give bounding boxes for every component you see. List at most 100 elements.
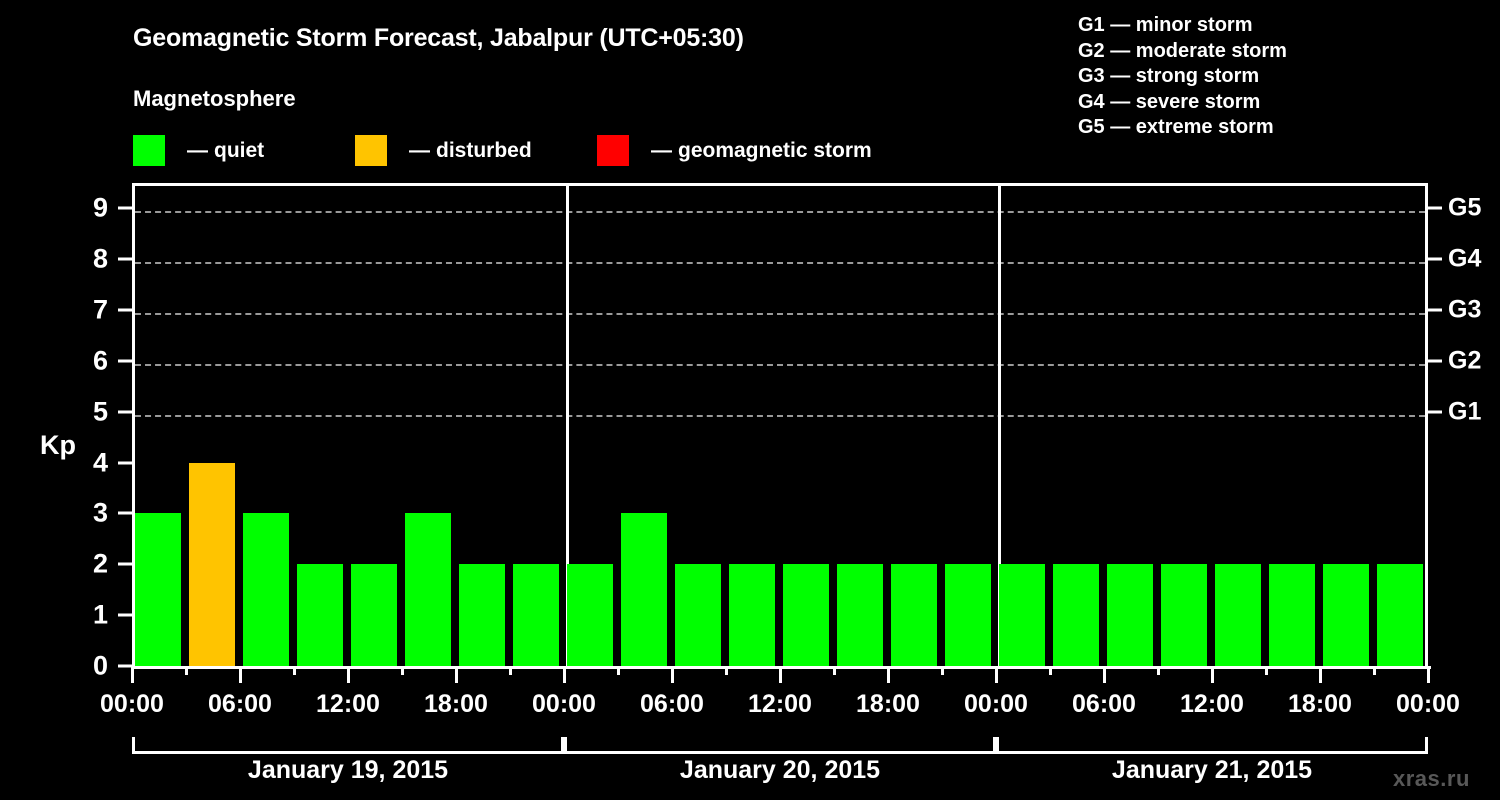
x-axis-minor-tick — [400, 666, 404, 675]
g-axis-tick-label-G3: G3 — [1448, 295, 1482, 324]
day-label: January 21, 2015 — [1111, 756, 1313, 784]
x-axis-tick — [130, 666, 134, 683]
legend-dash: — — [409, 138, 430, 162]
x-axis-tick-label: 00:00 — [532, 690, 596, 718]
storm-scale-legend: G1 — minor storm G2 — moderate storm G3 — … — [1078, 13, 1287, 141]
x-axis-tick — [454, 666, 458, 683]
x-axis-minor-tick — [508, 666, 512, 675]
y-axis-tick-mark-0 — [118, 664, 132, 668]
legend-dash: — — [187, 138, 208, 162]
x-axis-tick — [1102, 666, 1106, 683]
bar — [243, 513, 289, 666]
gridline-kp-9 — [135, 211, 1425, 214]
bar — [945, 564, 991, 666]
magnetosphere-legend-item-geomagnetic-storm: — geomagnetic storm — [597, 134, 872, 166]
x-axis-tick — [346, 666, 350, 683]
gridline-kp-7 — [135, 313, 1425, 316]
g-axis-tick-mark-G1 — [1428, 410, 1442, 414]
y-axis-tick-label-1: 1 — [92, 599, 108, 630]
x-axis-tick — [778, 666, 782, 683]
bar — [297, 564, 343, 666]
legend-label: disturbed — [436, 138, 532, 162]
plot-inner — [135, 186, 1425, 666]
magnetosphere-legend-heading: Magnetosphere — [133, 86, 296, 111]
gridline-kp-6 — [135, 363, 1425, 366]
y-axis-tick-mark-3 — [118, 511, 132, 515]
g-axis-tick-label-G2: G2 — [1448, 346, 1482, 375]
x-axis-tick — [562, 666, 566, 683]
day-bracket-3 — [996, 737, 1428, 754]
g-axis-tick-mark-G5 — [1428, 206, 1442, 210]
x-axis-tick-label: 06:00 — [208, 690, 272, 718]
x-axis-tick-label: 18:00 — [856, 690, 920, 718]
bar — [729, 564, 775, 666]
g-axis-tick-label-G1: G1 — [1448, 397, 1482, 426]
y-axis-tick-label-9: 9 — [92, 192, 108, 223]
y-axis-tick-mark-4 — [118, 461, 132, 465]
legend-swatch-geomagnetic-storm — [597, 134, 629, 166]
magnetosphere-legend-item-disturbed: — disturbed — [355, 134, 532, 166]
y-axis-tick-mark-1 — [118, 613, 132, 617]
bar — [189, 462, 235, 666]
legend-label: quiet — [214, 138, 265, 162]
bar — [1377, 564, 1423, 666]
bar — [891, 564, 937, 666]
watermark: xras.ru — [1393, 766, 1470, 791]
magnetosphere-legend-item-quiet: — quiet — [133, 134, 264, 166]
legend-dash: — — [651, 138, 672, 162]
legend-label: geomagnetic storm — [678, 138, 872, 162]
page-title: Geomagnetic Storm Forecast, Jabalpur (UT… — [133, 24, 744, 52]
day-bracket-1 — [132, 737, 564, 754]
x-axis-minor-tick — [1372, 666, 1376, 675]
x-axis-minor-tick — [184, 666, 188, 675]
bar — [837, 564, 883, 666]
x-axis-minor-tick — [1264, 666, 1268, 675]
y-axis-tick-mark-6 — [118, 359, 132, 363]
x-axis-line — [132, 666, 1431, 669]
x-axis-tick-label: 18:00 — [424, 690, 488, 718]
x-axis-minor-tick — [292, 666, 296, 675]
day-label: January 19, 2015 — [247, 756, 449, 784]
bar — [675, 564, 721, 666]
bar — [459, 564, 505, 666]
gridline-kp-5 — [135, 414, 1425, 417]
y-axis-tick-label-0: 0 — [92, 650, 108, 681]
bar — [135, 513, 181, 666]
x-axis-minor-tick — [1156, 666, 1160, 675]
bar — [567, 564, 613, 666]
x-axis-minor-tick — [832, 666, 836, 675]
storm-scale-legend-row-1: G1 — minor storm — [1078, 14, 1253, 36]
y-axis-tick-mark-7 — [118, 308, 132, 312]
g-axis-tick-label-G4: G4 — [1448, 244, 1482, 273]
y-axis-tick-label-4: 4 — [92, 447, 108, 478]
x-axis-tick-label: 12:00 — [748, 690, 812, 718]
bar — [1269, 564, 1315, 666]
x-axis-tick — [886, 666, 890, 683]
day-label: January 20, 2015 — [679, 756, 881, 784]
storm-scale-legend-row-5: G5 — extreme storm — [1078, 116, 1274, 138]
bar — [351, 564, 397, 666]
y-axis-tick-mark-2 — [118, 562, 132, 566]
g-axis-tick-mark-G3 — [1428, 308, 1442, 312]
bar — [1215, 564, 1261, 666]
x-axis-tick-label: 06:00 — [1072, 690, 1136, 718]
y-axis-title: Kp — [40, 430, 76, 460]
day-separator-1 — [565, 186, 569, 666]
y-axis-tick-label-7: 7 — [92, 294, 108, 325]
x-axis-tick — [1318, 666, 1322, 683]
x-axis-tick — [670, 666, 674, 683]
g-axis-tick-label-G5: G5 — [1448, 193, 1482, 222]
y-axis-tick-mark-9 — [118, 206, 132, 210]
g-axis-tick-mark-G4 — [1428, 257, 1442, 261]
x-axis-tick-label: 00:00 — [964, 690, 1028, 718]
y-axis-tick-label-6: 6 — [92, 345, 108, 376]
gridline-kp-8 — [135, 262, 1425, 265]
x-axis-tick-label: 12:00 — [1180, 690, 1244, 718]
bar — [1053, 564, 1099, 666]
x-axis-minor-tick — [616, 666, 620, 675]
bar — [1107, 564, 1153, 666]
storm-scale-legend-row-4: G4 — severe storm — [1078, 90, 1261, 113]
legend-swatch-quiet — [133, 134, 165, 166]
y-axis-tick-mark-8 — [118, 257, 132, 261]
